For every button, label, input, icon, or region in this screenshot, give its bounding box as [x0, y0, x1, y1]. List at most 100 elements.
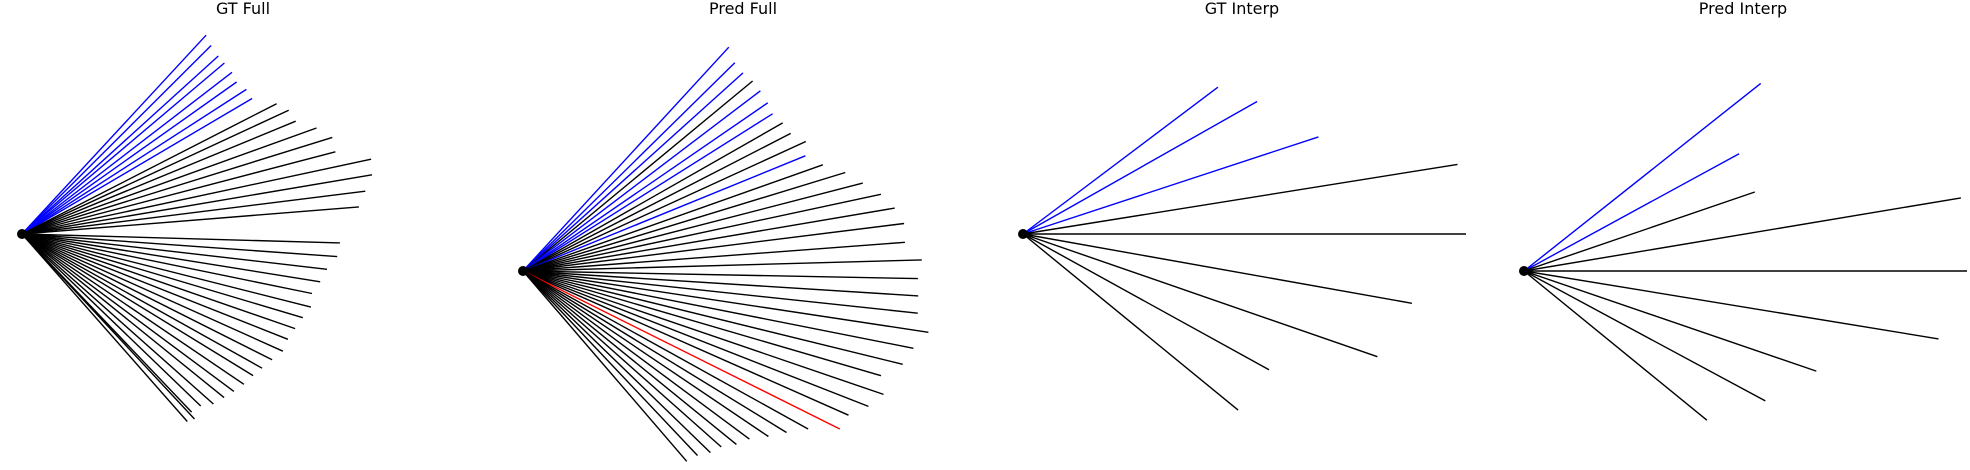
ray-pred-full-26 [522, 270, 882, 377]
ray-pred-interp-9 [1523, 270, 1708, 421]
ray-gt-full-39 [21, 233, 188, 422]
ray-gt-full-11 [21, 120, 296, 235]
panel-pred-interp: Pred Interp [1519, 0, 1967, 421]
ray-gt-full-4 [21, 62, 225, 235]
ray-pred-full-8 [522, 122, 784, 272]
ray-gt-interp-8 [1022, 233, 1270, 371]
ray-gt-full-2 [21, 45, 212, 235]
ray-pred-full-19 [522, 259, 922, 272]
ray-pred-full-3 [522, 72, 744, 272]
panel-title-pred-full: Pred Full [709, 0, 777, 18]
ray-pred-full-13 [522, 171, 846, 272]
ray-gt-full-5 [21, 71, 233, 235]
ray-pred-full-34 [522, 270, 750, 440]
ray-gt-full-24 [21, 233, 312, 308]
ray-gt-interp-6 [1022, 233, 1413, 304]
ray-gt-full-7 [21, 88, 247, 235]
ray-group-gt-full [21, 34, 373, 422]
ray-pred-full-7 [522, 113, 773, 272]
ray-pred-full-38 [522, 270, 699, 456]
ray-pred-full-4 [522, 80, 754, 272]
panel-pred-full: Pred Full [518, 0, 929, 462]
ray-pred-full-5 [522, 90, 761, 272]
panel-title-gt-interp: GT Interp [1205, 0, 1279, 18]
ray-pred-full-1 [522, 46, 730, 272]
ray-gt-full-13 [21, 136, 333, 235]
ray-gt-full-22 [21, 233, 321, 283]
ray-gt-full-25 [21, 233, 303, 319]
ray-pred-full-24 [522, 270, 914, 349]
ray-gt-full-8 [21, 97, 253, 235]
ray-gt-full-36 [21, 233, 202, 407]
ray-pred-interp-8 [1523, 270, 1766, 402]
ray-gt-full-35 [21, 233, 214, 405]
ray-gt-interp-2 [1022, 100, 1258, 235]
ray-pred-full-33 [522, 270, 769, 438]
ray-group-gt-interp [1022, 86, 1466, 411]
panel-gt-interp: GT Interp [1018, 0, 1466, 411]
origin-point-pred-interp [1519, 266, 1529, 276]
ray-pred-full-23 [522, 270, 929, 333]
ray-group-pred-full [522, 46, 929, 462]
ray-pred-full-35 [522, 270, 737, 445]
ray-gt-full-3 [21, 55, 219, 235]
ray-pred-full-25 [522, 270, 903, 365]
ray-gt-full-34 [21, 233, 225, 399]
ray-gt-full-38 [21, 233, 196, 420]
ray-gt-full-28 [21, 233, 284, 352]
ray-pred-full-9 [522, 132, 792, 272]
ray-pred-full-21 [522, 270, 919, 297]
ray-pred-interp-3 [1523, 191, 1756, 272]
ray-pred-full-15 [522, 193, 882, 272]
ray-pred-full-10 [522, 140, 807, 272]
ray-gt-full-21 [21, 233, 328, 270]
ray-gt-full-10 [21, 109, 289, 235]
ray-gt-full-6 [21, 81, 238, 235]
panel-title-pred-interp: Pred Interp [1699, 0, 1787, 18]
ray-gt-interp-7 [1022, 233, 1378, 358]
ray-pred-full-37 [522, 270, 711, 454]
ray-pred-full-12 [522, 164, 824, 272]
ray-gt-full-1 [21, 34, 207, 235]
ray-pred-full-20 [522, 270, 918, 280]
ray-gt-full-29 [21, 233, 273, 361]
ray-pred-full-17 [522, 222, 905, 272]
ray-pred-interp-1 [1523, 82, 1762, 272]
ray-pred-full-32 [522, 270, 787, 434]
ray-gt-full-19 [21, 233, 340, 244]
ray-pred-interp-7 [1523, 270, 1817, 372]
ray-pred-interp-6 [1523, 270, 1939, 340]
ray-gt-interp-1 [1022, 86, 1219, 235]
ray-pred-full-39 [522, 270, 688, 462]
ray-gt-full-20 [21, 233, 338, 258]
ray-pred-full-31 [522, 270, 809, 430]
ray-gt-full-32 [21, 233, 245, 385]
ray-pred-full-30 [522, 270, 841, 430]
ray-pred-full-14 [522, 182, 863, 272]
ray-gt-full-17 [21, 190, 366, 235]
ray-gt-full-26 [21, 233, 296, 330]
ray-gt-full-18 [21, 206, 359, 235]
ray-pred-full-28 [522, 270, 869, 408]
ray-pred-interp-4 [1523, 197, 1962, 272]
ray-gt-full-14 [21, 151, 336, 235]
ray-pred-full-29 [522, 270, 849, 416]
ray-gt-full-12 [21, 127, 317, 235]
ray-pred-full-16 [522, 207, 895, 272]
ray-gt-full-31 [21, 233, 254, 377]
ray-gt-full-23 [21, 233, 313, 295]
ray-pred-full-6 [522, 102, 769, 272]
ray-gt-full-33 [21, 233, 235, 392]
ray-gt-interp-4 [1022, 163, 1458, 235]
ray-gt-interp-3 [1022, 136, 1319, 235]
ray-gt-full-30 [21, 233, 263, 369]
ray-pred-full-18 [522, 241, 905, 272]
ray-gt-full-9 [21, 103, 277, 235]
panel-title-gt-full: GT Full [216, 0, 270, 18]
ray-gt-interp-9 [1022, 233, 1239, 411]
ray-gt-full-16 [21, 174, 373, 235]
ray-pred-full-11 [522, 155, 806, 272]
ray-pred-full-27 [522, 270, 884, 396]
